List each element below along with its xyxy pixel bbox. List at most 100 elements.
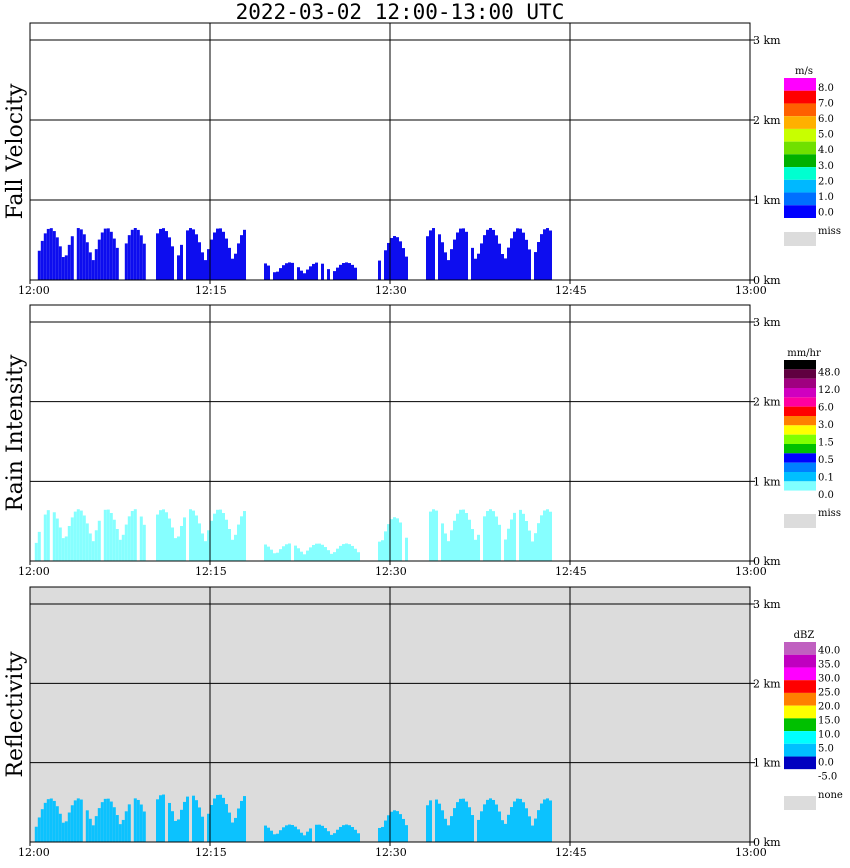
echo-column <box>201 252 204 280</box>
colorbar-swatch <box>784 205 816 218</box>
colorbar-swatch <box>784 434 816 444</box>
echo-column <box>357 552 360 561</box>
echo-column <box>462 228 465 280</box>
colorbar-label: -5.0 <box>818 771 837 782</box>
echo-column <box>528 249 531 280</box>
echo-column <box>109 801 113 842</box>
echo-feature <box>426 798 552 842</box>
echo-column <box>79 799 83 842</box>
echo-column <box>465 801 468 842</box>
echo-column <box>46 510 50 561</box>
echo-column <box>127 516 131 561</box>
colorbar-label: 6.0 <box>818 403 834 414</box>
echo-column <box>285 825 288 842</box>
echo-column <box>115 247 119 280</box>
echo-column <box>498 524 501 561</box>
echo-column <box>378 541 381 561</box>
echo-column <box>139 235 143 280</box>
echo-column <box>97 808 101 842</box>
echo-column <box>198 242 201 280</box>
echo-column <box>225 519 228 561</box>
echo-column <box>393 810 396 842</box>
echo-column <box>489 509 492 561</box>
echo-column <box>55 237 59 280</box>
echo-column <box>67 244 71 280</box>
colorbar-miss-swatch <box>784 514 816 528</box>
echo-column <box>489 798 492 842</box>
colorbar-label: 3.0 <box>818 420 834 431</box>
echo-column <box>345 262 348 280</box>
echo-column <box>106 509 110 561</box>
echo-column <box>156 799 159 842</box>
colorbar-label: 15.0 <box>818 715 840 726</box>
colorbar-label: 48.0 <box>818 368 840 379</box>
colorbar-label: 2.0 <box>818 176 834 187</box>
echo-column <box>168 802 171 842</box>
echo-column <box>510 807 513 842</box>
colorbar-swatch <box>784 154 816 168</box>
echo-column <box>546 228 549 280</box>
echo-feature <box>378 236 408 280</box>
echo-column <box>216 228 219 280</box>
echo-column <box>543 799 546 842</box>
echo-column <box>159 795 162 842</box>
echo-column <box>76 798 80 842</box>
echo-column <box>43 802 47 842</box>
echo-column <box>124 524 128 561</box>
echo-column <box>480 811 483 842</box>
echo-column <box>97 239 101 280</box>
echo-column <box>180 526 183 561</box>
colorbar-label: 1.5 <box>818 438 834 449</box>
echo-column <box>276 833 279 842</box>
echo-feature <box>156 228 246 280</box>
echo-column <box>183 517 186 561</box>
echo-column <box>477 534 480 561</box>
echo-column <box>115 815 119 842</box>
echo-column <box>70 805 74 842</box>
echo-column <box>61 257 65 280</box>
echo-column <box>297 267 300 280</box>
echo-column <box>94 816 98 842</box>
echo-column <box>276 271 279 280</box>
colorbar-swatch <box>784 360 816 370</box>
echo-column <box>222 513 225 561</box>
colorbar-swatch <box>784 705 816 719</box>
echo-column <box>228 812 231 842</box>
echo-column <box>70 517 74 561</box>
echo-column <box>486 511 489 561</box>
echo-column <box>351 545 354 561</box>
echo-column <box>486 229 489 280</box>
x-tick-label: 12:15 <box>195 846 227 859</box>
colorbar-label: 5.0 <box>818 743 834 754</box>
echo-column <box>91 541 95 561</box>
echo-column <box>339 826 342 842</box>
echo-column <box>61 538 65 561</box>
echo-column <box>79 229 83 280</box>
echo-column <box>309 266 312 280</box>
echo-column <box>276 552 279 561</box>
echo-column <box>453 808 456 842</box>
echo-column <box>426 236 429 280</box>
y-tick-label: 0 km <box>753 274 781 287</box>
echo-column <box>450 530 453 561</box>
echo-column <box>327 269 330 280</box>
echo-column <box>43 233 47 280</box>
echo-column <box>522 802 525 842</box>
echo-column <box>405 537 408 561</box>
echo-column <box>165 512 168 561</box>
echo-column <box>336 267 339 280</box>
echo-column <box>459 228 462 280</box>
echo-column <box>94 530 98 561</box>
echo-column <box>342 263 345 280</box>
colorbar-label: 0.1 <box>818 473 834 484</box>
echo-column <box>156 514 159 561</box>
echo-column <box>498 811 501 842</box>
echo-column <box>339 264 342 280</box>
colorbar-unit: m/s <box>795 66 813 77</box>
echo-column <box>333 271 336 280</box>
echo-column <box>279 830 282 842</box>
echo-column <box>303 273 306 280</box>
echo-column <box>115 529 119 561</box>
echo-column <box>142 524 146 561</box>
echo-column <box>162 228 165 280</box>
